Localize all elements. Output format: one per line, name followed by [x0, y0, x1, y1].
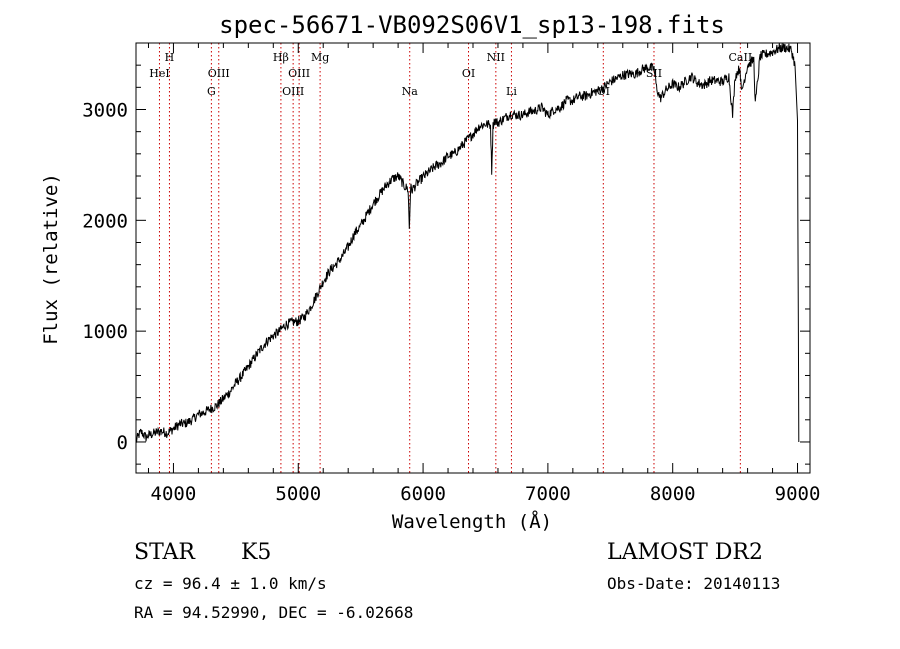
marker-label-Li: Li — [506, 85, 517, 98]
x-tick-label-7000: 7000 — [525, 483, 571, 505]
x-tick-label-5000: 5000 — [275, 483, 321, 505]
redshift-velocity: cz = 96.4 ± 1.0 km/s — [134, 574, 327, 593]
y-tick-label-2000: 2000 — [82, 210, 128, 232]
x-tick-label-9000: 9000 — [775, 483, 821, 505]
marker-label-CaII: CaII — [729, 51, 753, 64]
y-tick-label-3000: 3000 — [82, 99, 128, 121]
chart-title: spec-56671-VB092S06V1_sp13-198.fits — [219, 11, 725, 39]
object-class: STAR — [134, 540, 195, 565]
y-axis-label: Flux (relative) — [40, 173, 62, 345]
marker-label-Mg: Mg — [311, 51, 329, 64]
y-tick-label-0: 0 — [117, 432, 128, 454]
plot-frame — [135, 42, 811, 474]
x-tick-label-4000: 4000 — [151, 483, 197, 505]
marker-label-OIII-2: OIII — [288, 67, 310, 80]
coordinates: RA = 94.52990, DEC = -6.02668 — [134, 603, 414, 622]
y-tick-label-1000: 1000 — [82, 321, 128, 343]
marker-label-NII: NII — [487, 51, 505, 64]
survey-name: LAMOST DR2 — [607, 540, 763, 565]
x-axis-label: Wavelength (Å) — [392, 510, 552, 533]
marker-label-OIII-3: OIII — [282, 85, 304, 98]
marker-label-G: G — [207, 85, 216, 98]
x-tick-label-8000: 8000 — [650, 483, 696, 505]
spectrum-line — [135, 43, 800, 443]
marker-label-OIII-1: OIII — [208, 67, 230, 80]
marker-label-SII: SII — [646, 67, 662, 80]
marker-label-OI: OI — [462, 67, 475, 80]
marker-label-Na: Na — [402, 85, 419, 98]
marker-label-H: H — [165, 51, 175, 64]
spectral-subclass: K5 — [241, 540, 272, 565]
x-tick-label-6000: 6000 — [400, 483, 446, 505]
marker-label-HeI: HeI — [149, 67, 169, 80]
observation-date: Obs-Date: 20140113 — [607, 574, 781, 593]
marker-label-Hbeta: Hβ — [273, 51, 289, 64]
